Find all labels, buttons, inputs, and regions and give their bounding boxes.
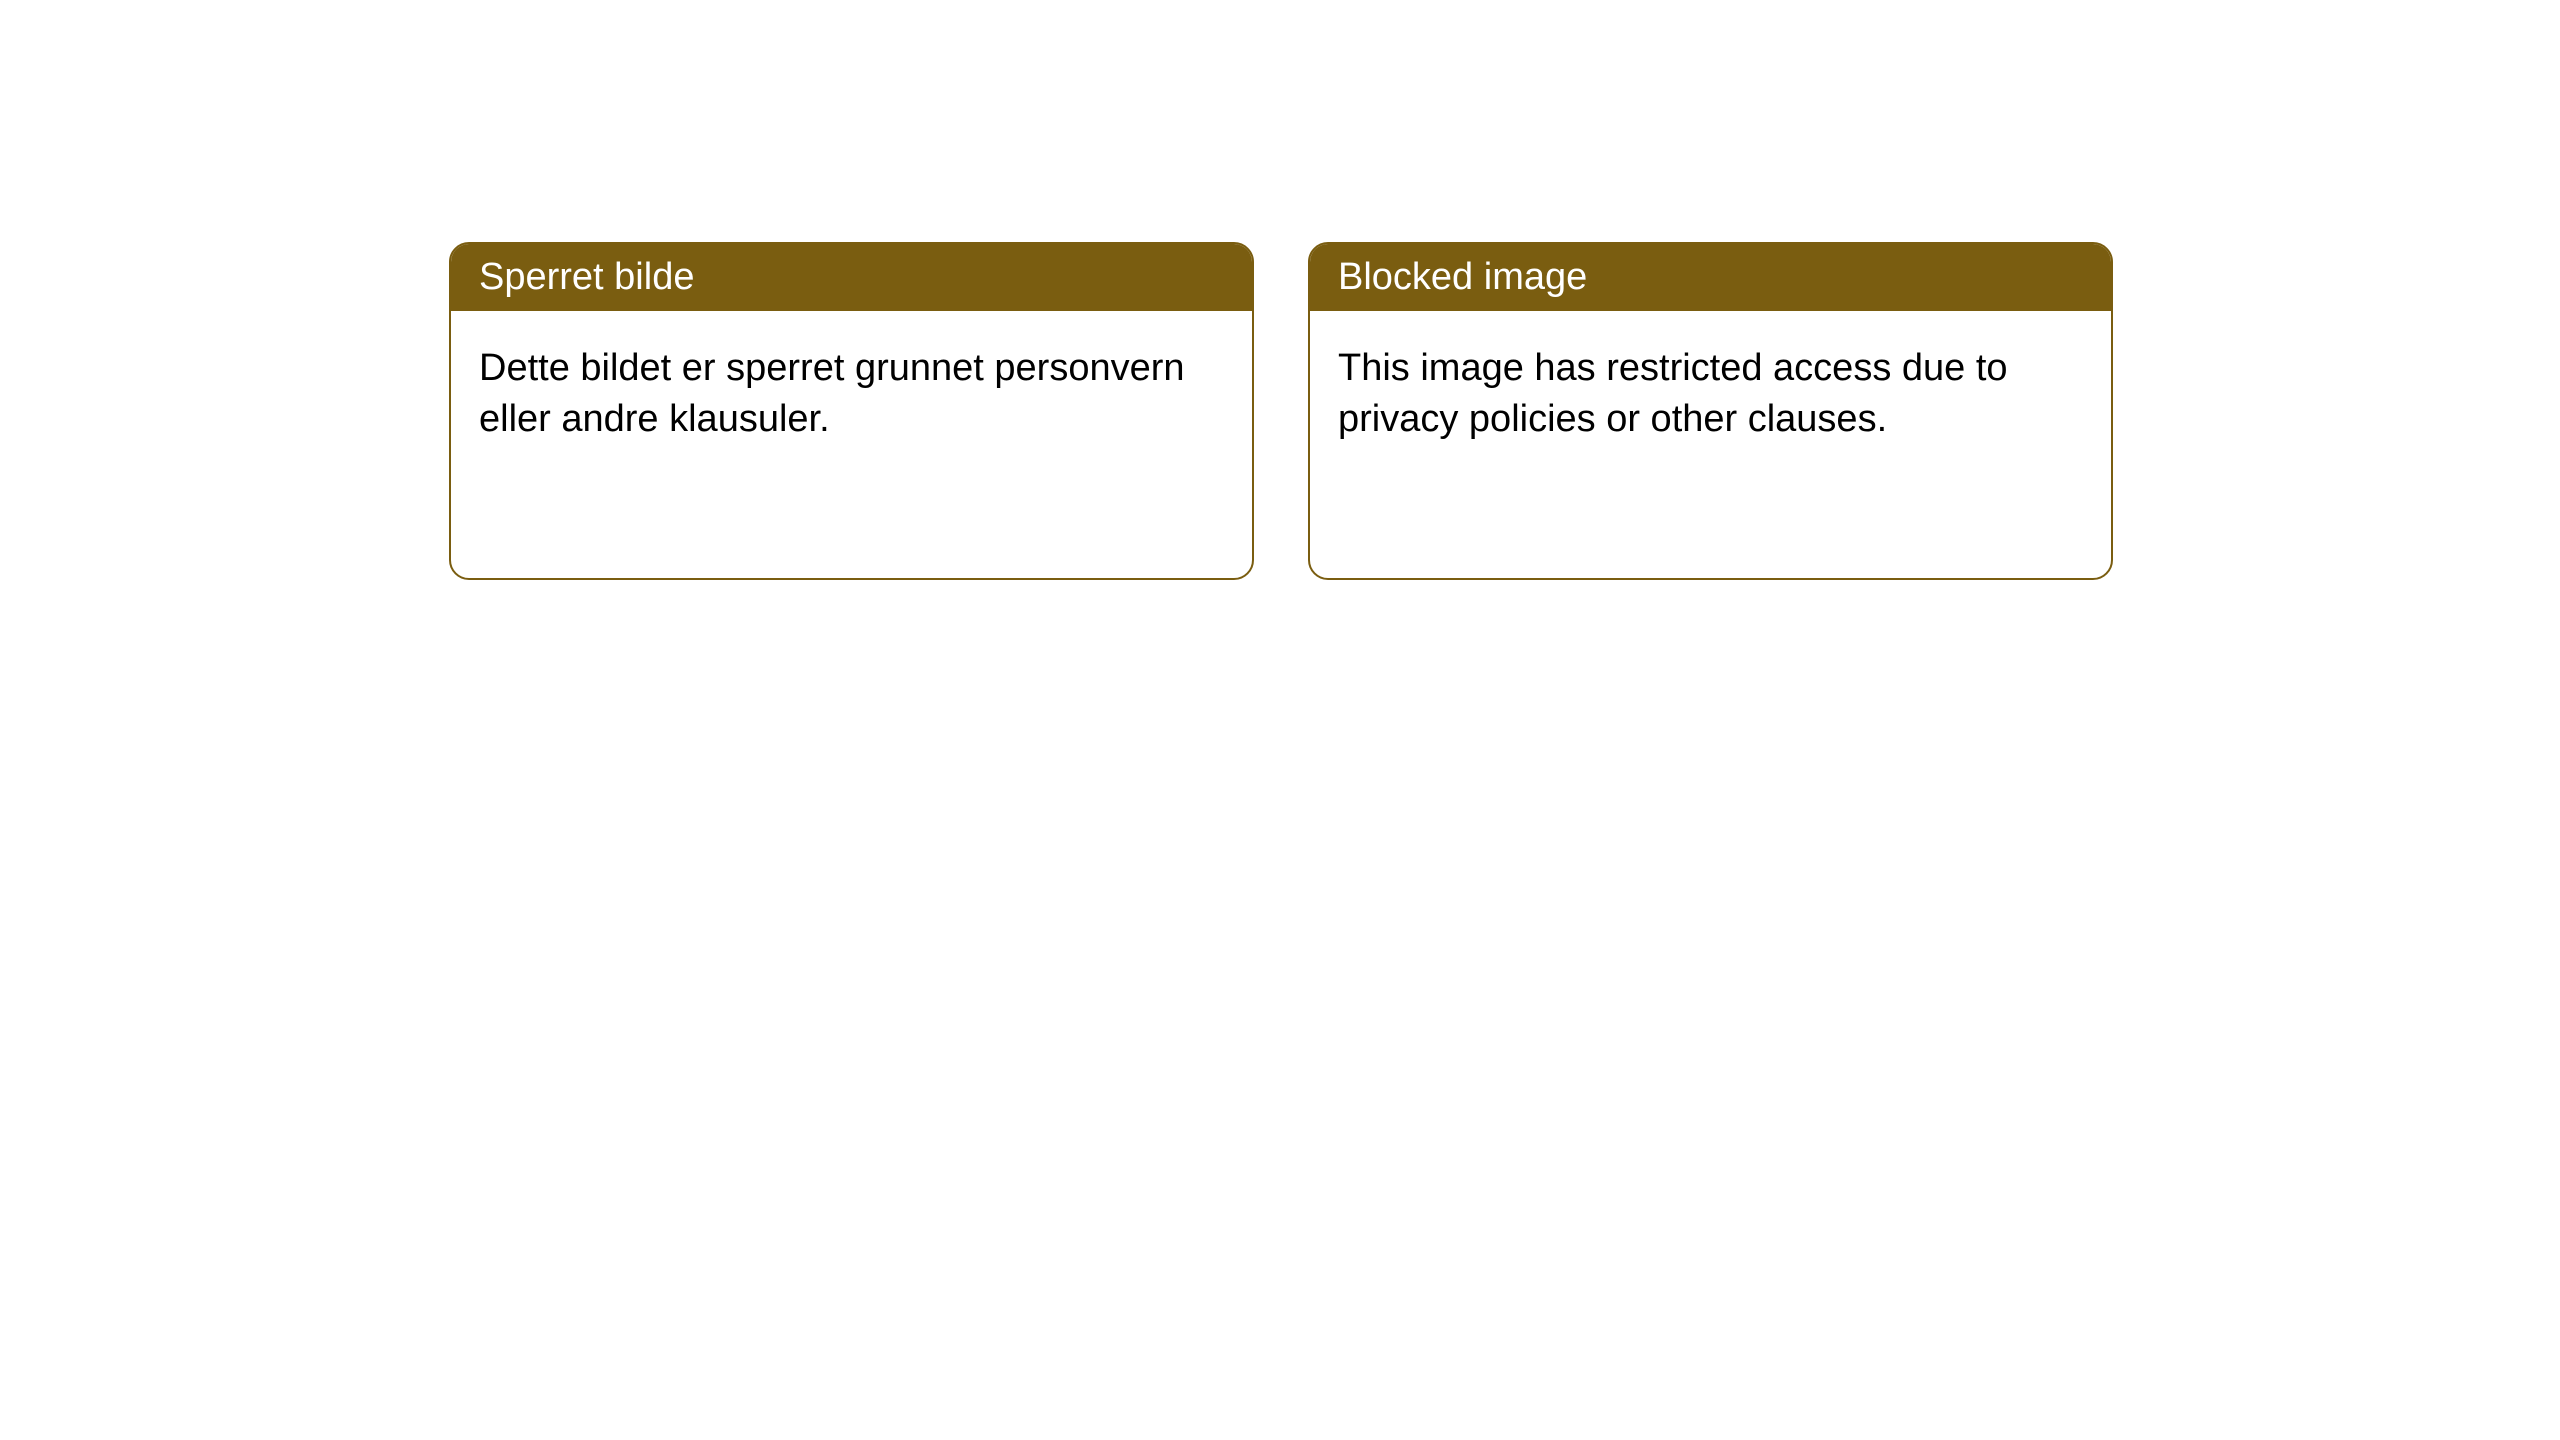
notice-card-english: Blocked image This image has restricted … [1308,242,2113,580]
card-message: This image has restricted access due to … [1338,347,2008,440]
card-header: Blocked image [1310,244,2111,311]
notice-card-norwegian: Sperret bilde Dette bildet er sperret gr… [449,242,1254,580]
notice-cards-container: Sperret bilde Dette bildet er sperret gr… [449,242,2113,580]
card-header: Sperret bilde [451,244,1252,311]
card-title: Sperret bilde [479,256,694,298]
card-message: Dette bildet er sperret grunnet personve… [479,347,1185,440]
card-title: Blocked image [1338,256,1587,298]
card-body: Dette bildet er sperret grunnet personve… [451,311,1252,478]
card-body: This image has restricted access due to … [1310,311,2111,478]
